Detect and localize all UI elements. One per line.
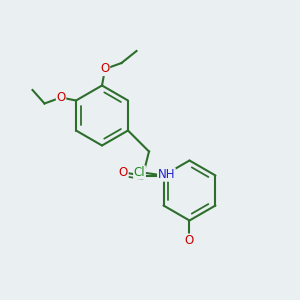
Text: O: O [185, 234, 194, 247]
Text: O: O [119, 166, 128, 179]
Text: O: O [56, 91, 66, 104]
Text: O: O [100, 62, 109, 76]
Text: NH: NH [158, 168, 175, 181]
Text: Cl: Cl [134, 166, 145, 179]
